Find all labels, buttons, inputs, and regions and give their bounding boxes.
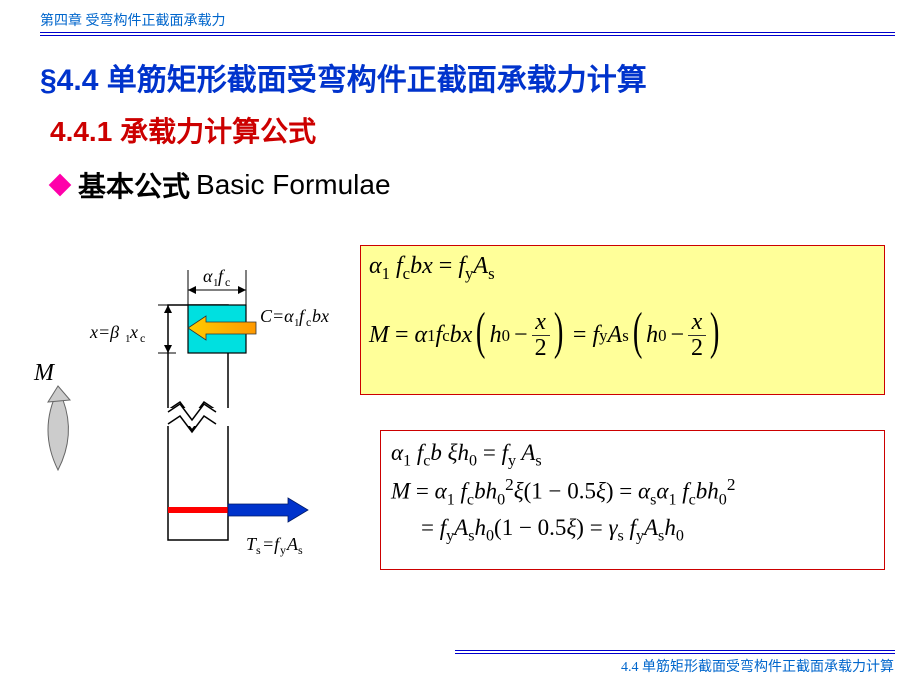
svg-text:bx: bx <box>312 306 329 326</box>
bullet-en: Basic Formulae <box>196 169 391 201</box>
svg-text:α: α <box>203 266 213 286</box>
top-divider <box>40 32 895 36</box>
bottom-divider <box>455 650 895 654</box>
svg-text:c: c <box>306 315 311 329</box>
chapter-header: 第四章 受弯构件正截面承载力 <box>40 10 226 30</box>
diamond-icon <box>49 174 72 197</box>
subsection-number: 4.4.1 <box>50 116 112 147</box>
formula-box-1: α1 fcbx = fyAs M= α1 fcbx ( h0− x2 ) = f… <box>360 245 885 395</box>
svg-text:c: c <box>225 275 230 289</box>
section-name: 单筋矩形截面受弯构件正截面承载力计算 <box>107 64 647 97</box>
eq-xi-force: α1 fcb ξh0 = fy As <box>391 437 874 473</box>
eq-xi-moment-a: M = α1 fcbh02ξ(1 − 0.5ξ) = αsα1 fcbh02 <box>391 473 874 512</box>
svg-text:y: y <box>280 543 286 557</box>
svg-text:x: x <box>129 322 138 342</box>
subsection-title: 4.4.1 承载力计算公式 <box>50 110 316 150</box>
subsection-name: 承载力计算公式 <box>120 116 316 147</box>
bullet-cn: 基本公式 <box>78 165 190 205</box>
svg-text:s: s <box>256 543 261 557</box>
formula-box-2: α1 fcb ξh0 = fy As M = α1 fcbh02ξ(1 − 0.… <box>380 430 885 570</box>
bullet-basic-formulae: 基本公式 Basic Formulae <box>52 165 391 205</box>
beam-section-diagram: α 1 f c x=β 1 x c C=α 1 f c bx T s =f y … <box>28 260 338 570</box>
eq-moment-equilibrium: M= α1 fcbx ( h0− x2 ) = fyAs ( h0− x2 ) <box>369 299 876 372</box>
svg-text:M: M <box>33 360 56 386</box>
eq-force-equilibrium: α1 fcbx = fyAs <box>369 250 876 285</box>
svg-text:x=β: x=β <box>89 322 119 342</box>
section-number: §4.4 <box>40 64 98 97</box>
svg-text:s: s <box>298 543 303 557</box>
section-title: §4.4 单筋矩形截面受弯构件正截面承载力计算 <box>40 55 647 99</box>
eq-xi-moment-b: = fyAsh0(1 − 0.5ξ) = γs fyAsh0 <box>391 512 874 548</box>
svg-text:c: c <box>140 331 145 345</box>
svg-text:C=α: C=α <box>260 306 294 326</box>
footer-text: 4.4 单筋矩形截面受弯构件正截面承载力计算 <box>621 656 894 676</box>
